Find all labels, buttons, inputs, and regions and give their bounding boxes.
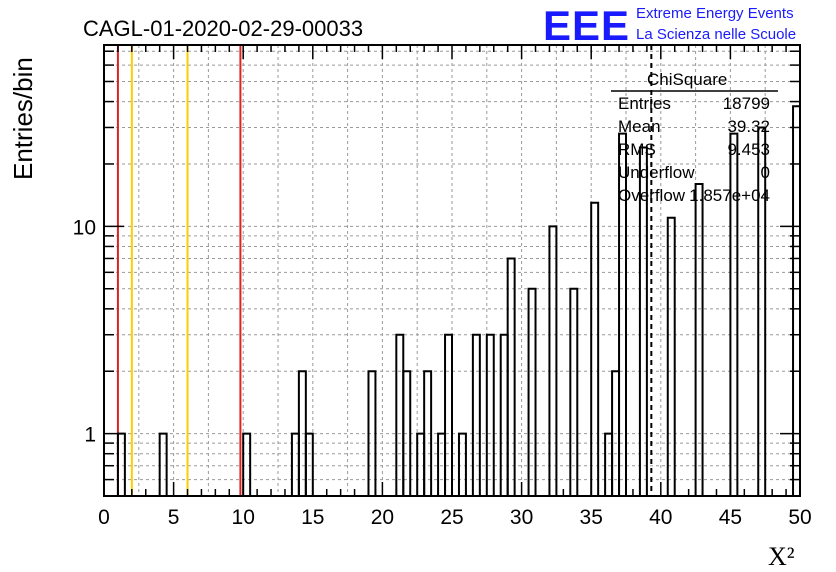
histogram-bin [666, 216, 676, 496]
x-axis-label: X² [768, 542, 795, 571]
x-tick-label: 5 [168, 506, 180, 529]
x-tick-label: 0 [98, 506, 110, 529]
histogram-bin [485, 333, 495, 496]
histogram-bin [457, 432, 467, 496]
histogram-bin [444, 333, 453, 496]
stats-row-value: 1.857e+04 [689, 186, 770, 205]
x-tick-label: 50 [788, 506, 811, 529]
histogram-bin [527, 287, 537, 496]
stats-row-label: Entries [618, 94, 671, 113]
histogram-bin [618, 132, 627, 496]
histogram-bin [694, 183, 704, 496]
logo-line-1: Extreme Energy Events [636, 5, 794, 22]
histogram-bin [471, 333, 481, 496]
x-tick-label: 40 [649, 506, 672, 529]
histogram-bin [569, 287, 579, 496]
histogram-bin [499, 333, 509, 496]
histogram-bin [729, 132, 739, 496]
histogram-bin [506, 257, 516, 496]
y-tick-labels: 1 10 [73, 216, 96, 446]
stats-row-value: 39.32 [727, 117, 770, 136]
axis-ticks [103, 45, 801, 496]
stats-title: ChiSquare [647, 70, 727, 89]
histogram-bin [395, 333, 405, 496]
x-tick-label: 10 [232, 506, 255, 529]
stats-row-label: Mean [618, 117, 661, 136]
y-tick-label: 1 [84, 424, 96, 447]
histogram-bin [548, 225, 558, 496]
logo-line-2: La Scienza nelle Scuole [636, 26, 796, 43]
histogram-bin [638, 146, 648, 496]
x-tick-label: 30 [510, 506, 533, 529]
y-axis-label: Entries/bin [8, 57, 38, 180]
reference-lines [116, 45, 242, 496]
x-tick-label: 25 [440, 506, 463, 529]
histogram-bins [116, 105, 801, 496]
histogram-bin [158, 432, 168, 496]
x-tick-label: 20 [371, 506, 394, 529]
x-tick-label: 45 [719, 506, 742, 529]
stats-row-label: RMS [618, 140, 656, 159]
chart-title: CAGL-01-2020-02-29-00033 [83, 16, 363, 41]
stats-row-value: 9.453 [727, 140, 770, 159]
histogram-bin [402, 370, 412, 496]
logo-mark: EEE [543, 2, 630, 49]
stats-row-value: 0 [761, 163, 770, 182]
x-tick-labels: 0 5 10 15 20 25 30 35 40 45 50 [98, 506, 812, 529]
histogram-bin [304, 432, 314, 496]
histogram-bin [423, 370, 433, 496]
x-tick-label: 35 [580, 506, 603, 529]
stats-box: ChiSquare Entries 18799 Mean 39.32 RMS 9.453 U… [611, 70, 778, 205]
y-tick-label: 10 [73, 216, 96, 239]
x-tick-label: 15 [301, 506, 324, 529]
histogram-bin [367, 370, 377, 496]
histogram-bin [242, 432, 252, 496]
histogram-bin [757, 126, 767, 496]
stats-row-label: Overflow [618, 186, 686, 205]
stats-row-label: Underflow [618, 163, 695, 182]
eee-logo: EEE Extreme Energy Events La Scienza nel… [543, 2, 796, 49]
histogram-bin [590, 201, 600, 496]
stats-row-value: 18799 [723, 94, 770, 113]
